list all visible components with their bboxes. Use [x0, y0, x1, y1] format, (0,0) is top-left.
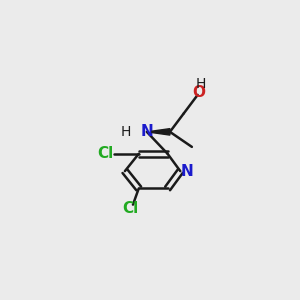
Polygon shape: [152, 129, 170, 135]
Text: N: N: [140, 124, 153, 140]
Text: N: N: [180, 164, 193, 178]
Text: O: O: [192, 85, 205, 100]
Text: H: H: [196, 77, 206, 91]
Text: Cl: Cl: [122, 201, 139, 216]
Text: H: H: [121, 125, 131, 139]
Text: Cl: Cl: [97, 146, 113, 161]
